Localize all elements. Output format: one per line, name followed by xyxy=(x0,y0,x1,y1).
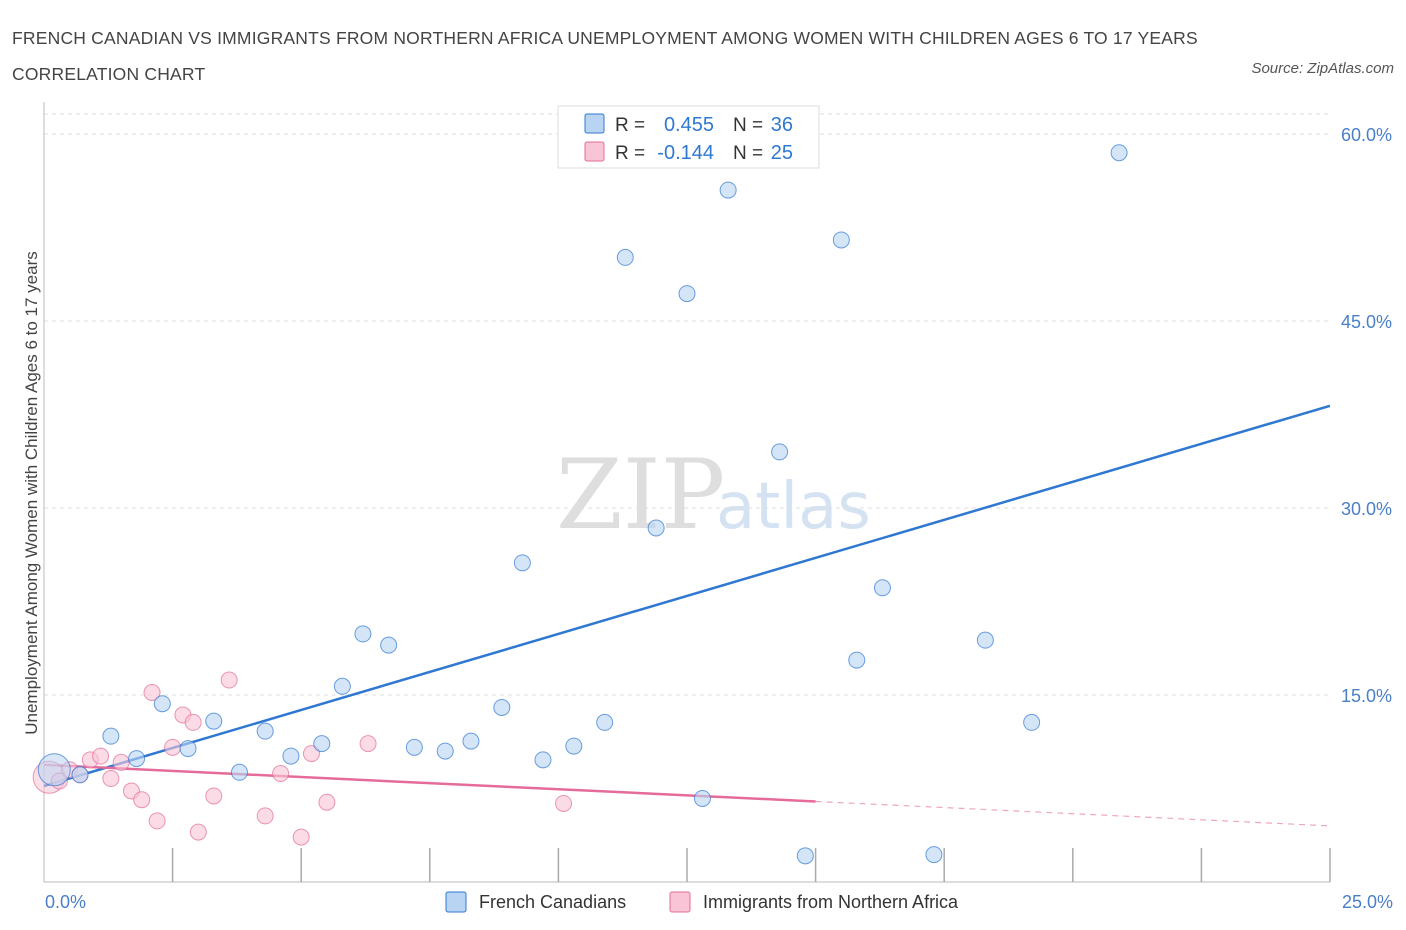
trend-lines xyxy=(43,404,1331,827)
northern-africa-point xyxy=(359,735,377,753)
french-canadians-point xyxy=(436,742,454,760)
french-canadians-point xyxy=(719,181,737,199)
watermark-zip: ZIP xyxy=(556,439,725,551)
legend-label-immigrants-northern-africa: Immigrants from Northern Africa xyxy=(703,892,959,912)
stats-r-label: R = xyxy=(615,115,645,136)
y-tick-labels: 15.0% 30.0% 45.0% 60.0% xyxy=(1341,125,1392,706)
northern-africa-point xyxy=(148,812,166,830)
french-canadians-point xyxy=(693,789,711,807)
northern-africa-point xyxy=(143,684,161,702)
french-canadians-point xyxy=(616,248,634,266)
legend-swatch-french-canadians xyxy=(445,891,467,913)
watermark: ZIP atlas xyxy=(556,439,871,551)
stats-legend: R = 0.455 N = 36 R = -0.144 N = 25 xyxy=(557,105,820,169)
source-label: Source: ZipAtlas.com xyxy=(1251,60,1394,77)
x-tick-label: 0.0% xyxy=(45,892,86,912)
french-canadians-point xyxy=(179,740,197,758)
northern-africa-point xyxy=(184,713,202,731)
stats-r-label: R = xyxy=(615,143,645,164)
french-canadians-trend-line xyxy=(43,404,1331,788)
northern-africa-point xyxy=(92,747,110,765)
french-canadians-point xyxy=(153,695,171,713)
french-canadians-point xyxy=(205,712,223,730)
northern-africa-trend-line xyxy=(43,763,816,803)
y-tick-label: 60.0% xyxy=(1341,125,1392,145)
french-canadians-point xyxy=(313,735,331,753)
watermark-atlas: atlas xyxy=(716,470,871,544)
northern-africa-point xyxy=(112,753,130,771)
stats-swatch-pink xyxy=(584,141,605,162)
french-canadians-point xyxy=(678,285,696,303)
northern-africa-trend-extension xyxy=(815,800,1331,827)
french-canadians-point xyxy=(534,751,552,769)
french-canadians-point xyxy=(282,747,300,765)
x-ticks xyxy=(171,848,1331,882)
bottom-legend: French Canadians Immigrants from Norther… xyxy=(445,891,959,913)
french-canadians-point xyxy=(380,636,398,654)
stats-r-value: -0.144 xyxy=(657,142,714,164)
y-axis-label: Unemployment Among Women with Children A… xyxy=(22,251,41,735)
french-canadians-point xyxy=(848,651,866,669)
northern-africa-point xyxy=(133,791,151,809)
french-canadians-point xyxy=(513,554,531,572)
northern-africa-point xyxy=(256,807,274,825)
northern-africa-point xyxy=(292,828,310,846)
french-canadians-point xyxy=(796,847,814,865)
northern-africa-point xyxy=(302,745,320,763)
y-tick-label: 15.0% xyxy=(1341,686,1392,706)
french-canadians-point xyxy=(256,722,274,740)
french-canadians-point xyxy=(596,713,614,731)
northern-africa-point xyxy=(102,770,120,788)
northern-africa-point xyxy=(164,738,182,756)
stats-n-label: N = xyxy=(733,115,763,136)
northern-africa-point xyxy=(555,794,573,812)
french-canadians-point xyxy=(405,738,423,756)
french-canadians-point xyxy=(333,677,351,695)
french-canadians-point xyxy=(925,846,943,864)
northern-africa-point xyxy=(272,765,290,783)
french-canadians-point xyxy=(102,727,120,745)
french-canadians-point xyxy=(771,443,789,461)
gridlines xyxy=(44,113,1330,696)
french-canadians-point xyxy=(230,763,248,781)
northern-africa-point xyxy=(220,671,238,689)
stats-n-value: 36 xyxy=(771,114,793,136)
stats-r-value: 0.455 xyxy=(664,114,714,136)
y-tick-label: 30.0% xyxy=(1341,499,1392,519)
chart-title: FRENCH CANADIAN VS IMMIGRANTS FROM NORTH… xyxy=(12,28,1198,84)
x-tick-labels: 0.0% 25.0% xyxy=(45,892,1393,912)
french-canadians-point xyxy=(128,750,146,768)
stats-n-label: N = xyxy=(733,143,763,164)
french-canadians-point xyxy=(1110,144,1128,162)
stats-swatch-blue xyxy=(584,113,605,134)
french-canadians-point xyxy=(1023,713,1041,731)
french-canadians-point xyxy=(71,766,89,784)
stats-n-value: 25 xyxy=(771,142,793,164)
french-canadians-point xyxy=(873,579,891,597)
french-canadians-point xyxy=(647,519,665,537)
x-tick-label: 25.0% xyxy=(1342,892,1393,912)
french-canadians-point xyxy=(565,737,583,755)
data-points xyxy=(32,144,1128,865)
northern-africa-point xyxy=(205,787,223,805)
y-tick-label: 45.0% xyxy=(1341,312,1392,332)
northern-africa-point xyxy=(189,823,207,841)
french-canadians-point xyxy=(37,753,71,787)
french-canadians-point xyxy=(462,732,480,750)
french-canadians-point xyxy=(493,698,511,716)
french-canadians-point xyxy=(976,631,994,649)
legend-swatch-immigrants-northern-africa xyxy=(669,891,691,913)
french-canadians-point xyxy=(832,231,850,249)
northern-africa-point xyxy=(318,793,336,811)
legend-label-french-canadians: French Canadians xyxy=(479,892,626,912)
french-canadians-point xyxy=(354,625,372,643)
